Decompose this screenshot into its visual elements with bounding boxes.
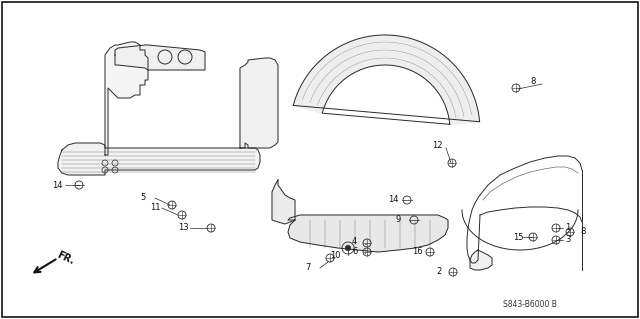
- Text: FR.: FR.: [55, 250, 76, 266]
- Polygon shape: [115, 45, 205, 70]
- Text: 8: 8: [580, 227, 586, 236]
- Text: 14: 14: [52, 181, 63, 189]
- Text: 9: 9: [396, 216, 401, 225]
- Polygon shape: [288, 215, 448, 252]
- Text: 11: 11: [150, 204, 161, 212]
- Polygon shape: [272, 180, 295, 224]
- Text: 5: 5: [140, 194, 145, 203]
- Text: 2: 2: [436, 268, 441, 277]
- Text: 8: 8: [530, 78, 536, 86]
- Circle shape: [345, 245, 351, 251]
- Polygon shape: [240, 58, 278, 148]
- Polygon shape: [470, 250, 492, 270]
- Text: 12: 12: [432, 140, 442, 150]
- Polygon shape: [105, 42, 148, 155]
- Text: 1: 1: [565, 224, 570, 233]
- Text: 7: 7: [305, 263, 310, 272]
- Text: 4: 4: [352, 238, 357, 247]
- Text: 15: 15: [513, 233, 524, 241]
- Text: S843-B6000 B: S843-B6000 B: [503, 300, 557, 309]
- Text: 14: 14: [388, 196, 399, 204]
- Text: 16: 16: [412, 248, 422, 256]
- Polygon shape: [58, 143, 260, 175]
- Text: 3: 3: [565, 235, 570, 244]
- Text: 10: 10: [330, 250, 340, 259]
- Text: 6: 6: [352, 248, 357, 256]
- Text: 13: 13: [178, 224, 189, 233]
- Polygon shape: [293, 35, 479, 124]
